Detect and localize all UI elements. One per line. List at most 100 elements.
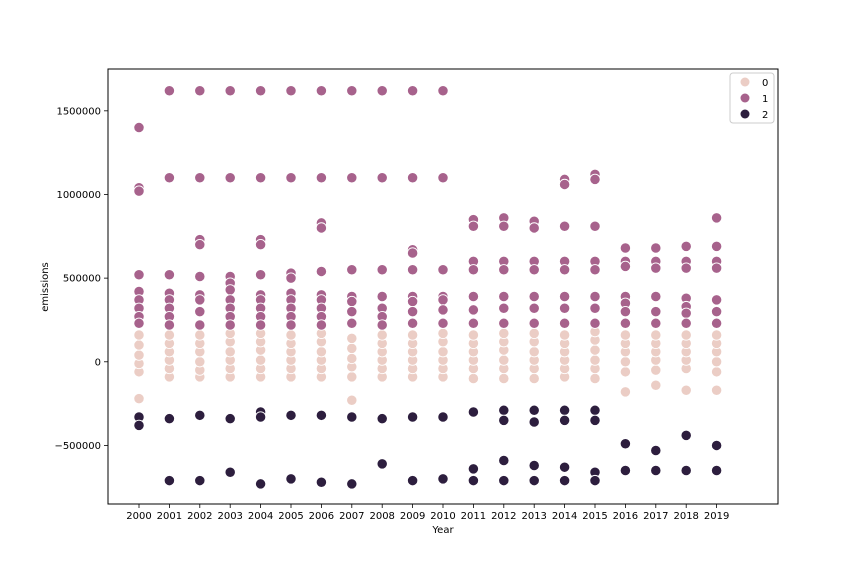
data-point-series-1 [346, 172, 358, 184]
data-point-series-2 [558, 404, 571, 416]
data-point-series-1 [133, 269, 145, 281]
x-tick-label: 2013 [521, 511, 546, 522]
y-tick-label: 0 [95, 357, 101, 368]
data-point-series-2 [589, 404, 601, 416]
data-point-series-1 [406, 305, 419, 318]
x-tick-label: 2018 [673, 511, 698, 522]
data-point-series-1 [710, 305, 723, 318]
data-point-series-1 [133, 317, 145, 329]
data-point-series-2 [224, 466, 236, 478]
data-point-series-0 [133, 349, 145, 361]
data-point-series-1 [406, 247, 419, 259]
data-point-series-0 [285, 329, 297, 341]
data-point-series-2 [498, 474, 510, 487]
data-point-series-1 [558, 302, 571, 314]
data-point-series-0 [710, 366, 723, 378]
data-point-series-2 [467, 463, 480, 475]
data-point-series-1 [163, 85, 176, 97]
x-tick-label: 2019 [704, 511, 729, 522]
data-point-series-1 [346, 305, 358, 318]
data-point-series-1 [528, 222, 540, 234]
data-point-series-1 [254, 269, 267, 281]
data-point-series-1 [406, 85, 419, 97]
data-point-series-2 [376, 413, 388, 425]
data-point-series-1 [133, 185, 145, 197]
data-point-series-1 [710, 212, 723, 224]
data-point-series-2 [406, 411, 419, 423]
data-point-series-2 [558, 461, 571, 473]
data-point-series-1 [346, 85, 358, 97]
legend-label-0: 0 [762, 78, 768, 89]
y-tick-label: 1500000 [56, 106, 101, 117]
data-point-series-0 [589, 354, 601, 366]
data-point-series-1 [163, 172, 176, 184]
data-point-series-1 [224, 319, 236, 331]
data-point-series-1 [346, 264, 358, 276]
data-point-series-1 [406, 172, 419, 184]
data-point-series-1 [133, 121, 145, 134]
data-point-series-0 [498, 354, 510, 366]
data-point-series-2 [163, 413, 176, 425]
data-point-series-1 [467, 220, 480, 232]
data-point-series-1 [437, 85, 449, 97]
data-point-series-1 [315, 319, 328, 331]
x-tick-label: 2009 [400, 511, 425, 522]
data-point-series-1 [194, 85, 206, 97]
data-point-series-1 [650, 290, 662, 303]
data-point-series-1 [254, 85, 267, 97]
data-point-series-0 [710, 356, 723, 368]
data-point-series-2 [437, 411, 449, 423]
data-point-series-0 [710, 329, 723, 341]
legend-frame [729, 72, 775, 124]
data-point-series-0 [467, 372, 480, 385]
x-tick-label: 2016 [613, 511, 638, 522]
data-point-series-1 [163, 269, 176, 281]
data-point-series-1 [376, 85, 388, 97]
data-point-series-0 [315, 346, 328, 358]
data-point-series-0 [528, 346, 540, 358]
x-tick-label: 2012 [491, 511, 516, 522]
data-point-series-1 [194, 305, 206, 318]
data-point-series-2 [498, 404, 510, 416]
x-tick-label: 2011 [461, 511, 486, 522]
data-point-series-1 [346, 295, 358, 308]
data-point-series-0 [680, 329, 692, 341]
data-point-series-2 [437, 473, 449, 485]
data-point-series-1 [315, 265, 328, 278]
data-point-series-1 [589, 290, 601, 303]
data-point-series-0 [133, 339, 145, 351]
data-point-series-1 [224, 85, 236, 97]
data-point-series-2 [589, 474, 601, 487]
y-tick-label: 500000 [63, 274, 101, 285]
x-tick-label: 2000 [126, 511, 151, 522]
data-point-series-0 [437, 327, 449, 339]
data-point-series-2 [619, 464, 632, 477]
data-point-series-2 [558, 474, 571, 487]
data-point-series-1 [710, 294, 723, 306]
y-tick-label: 1000000 [56, 190, 101, 201]
data-point-series-1 [558, 178, 571, 191]
data-point-series-1 [558, 220, 571, 232]
data-point-series-0 [133, 329, 145, 341]
data-point-series-1 [589, 220, 601, 232]
data-point-series-1 [376, 290, 388, 303]
data-point-series-1 [285, 319, 297, 331]
data-point-series-2 [467, 474, 480, 487]
data-point-series-1 [224, 284, 236, 296]
data-point-series-1 [589, 264, 601, 276]
x-tick-label: 2004 [248, 511, 273, 522]
data-point-series-0 [346, 371, 358, 383]
data-point-series-1 [194, 319, 206, 331]
data-point-series-1 [194, 172, 206, 184]
x-axis-label: Year [431, 525, 454, 536]
data-point-series-1 [650, 305, 662, 318]
data-point-series-2 [680, 464, 692, 477]
x-tick-label: 2005 [278, 511, 303, 522]
data-point-series-1 [254, 172, 267, 184]
data-point-series-2 [194, 409, 206, 421]
data-point-series-2 [619, 438, 632, 450]
data-point-series-1 [498, 290, 510, 303]
x-axis-ticks: 2000 2001 2002 2003 2004 2005 2006 2007 2008 2009… [126, 504, 729, 522]
data-point-series-2 [285, 473, 297, 485]
